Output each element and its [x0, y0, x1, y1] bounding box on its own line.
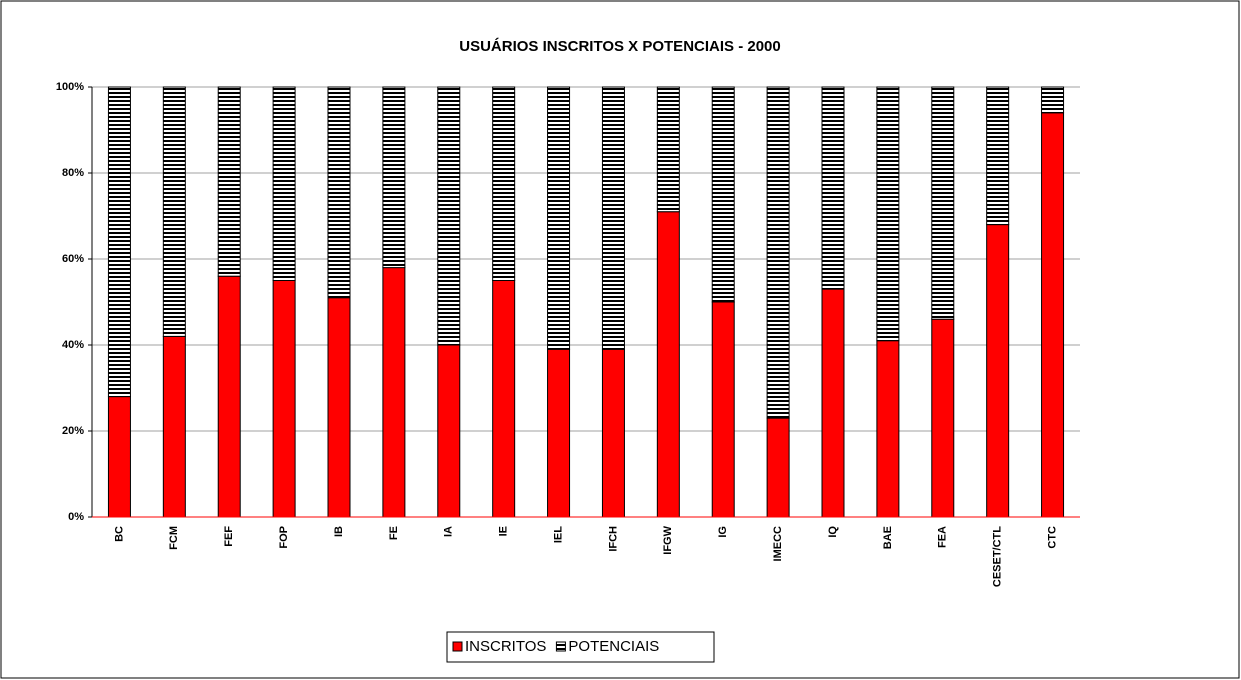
x-tick-label: IG: [717, 526, 729, 538]
bar-segment: [162, 335, 186, 518]
legend-label: INSCRITOS: [465, 638, 546, 655]
bar-segment: [986, 86, 1010, 226]
bar-segment: [601, 86, 625, 350]
bar-segment: [272, 86, 296, 281]
legend-swatch: [452, 641, 463, 652]
bar-segment: [272, 280, 296, 518]
bar-segment: [382, 267, 406, 518]
y-tick-label: 100%: [56, 81, 84, 93]
x-tick-label: IEL: [552, 526, 564, 543]
bar-segment: [217, 86, 241, 277]
legend: INSCRITOS POTENCIAIS: [446, 631, 715, 663]
chart-title: USUÁRIOS INSCRITOS X POTENCIAIS - 2000: [459, 38, 780, 55]
bar-segment: [437, 86, 461, 346]
y-tick-label: 40%: [62, 339, 84, 351]
x-tick-label: FCM: [168, 526, 180, 550]
x-tick-label: IE: [498, 526, 510, 536]
bar-segment: [382, 86, 406, 269]
x-tick-label: CESET/CTL: [992, 526, 1004, 587]
legend-label: POTENCIAIS: [568, 638, 659, 655]
x-tick-label: FEA: [937, 526, 949, 548]
x-tick-label: IFCH: [607, 526, 619, 552]
bar-segment: [547, 348, 571, 518]
bar-segment: [766, 417, 790, 518]
y-tick-label: 0%: [68, 511, 84, 523]
bar-segment: [217, 275, 241, 518]
bar-segment: [162, 86, 186, 337]
bar-segment: [1041, 86, 1065, 114]
bar-segment: [711, 301, 735, 518]
bar-segment: [492, 280, 516, 518]
bar-segment: [821, 86, 845, 290]
bar-segment: [547, 86, 571, 350]
bar-segment: [327, 86, 351, 299]
bar-segment: [601, 348, 625, 518]
y-tick-label: 20%: [62, 425, 84, 437]
x-tick-label: BC: [113, 526, 125, 542]
x-tick-label: FOP: [278, 526, 290, 549]
bar-segment: [931, 318, 955, 518]
bar-segment: [492, 86, 516, 281]
x-tick-label: FE: [388, 526, 400, 540]
bar-segment: [876, 86, 900, 342]
bar-segment: [437, 344, 461, 518]
bar-segment: [711, 86, 735, 303]
bar-segment: [986, 224, 1010, 518]
bar-segment: [1041, 112, 1065, 518]
x-tick-label: IB: [333, 526, 345, 537]
bar-segment: [876, 340, 900, 518]
x-tick-label: IFGW: [662, 525, 674, 554]
bar-segment: [766, 86, 790, 419]
bar-segment: [656, 211, 680, 518]
y-tick-label: 80%: [62, 167, 84, 179]
bar-segment: [931, 86, 955, 320]
legend-swatch: [555, 641, 566, 652]
x-tick-label: CTC: [1046, 526, 1058, 549]
x-tick-label: IQ: [827, 526, 839, 538]
bar-segment: [821, 288, 845, 518]
bar-segment: [107, 86, 131, 398]
bar-segment: [327, 297, 351, 518]
x-tick-label: FEF: [223, 526, 235, 547]
x-tick-label: IA: [443, 526, 455, 537]
x-tick-label: BAE: [882, 526, 894, 549]
legend-box: [446, 631, 715, 663]
bar-segment: [656, 86, 680, 213]
x-tick-label: IMECC: [772, 526, 784, 562]
y-tick-label: 60%: [62, 253, 84, 265]
bar-segment: [107, 396, 131, 518]
